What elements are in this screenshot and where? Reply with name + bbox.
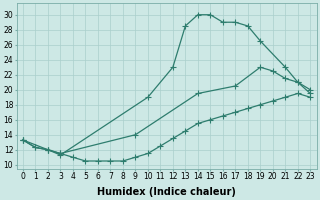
X-axis label: Humidex (Indice chaleur): Humidex (Indice chaleur)	[97, 187, 236, 197]
